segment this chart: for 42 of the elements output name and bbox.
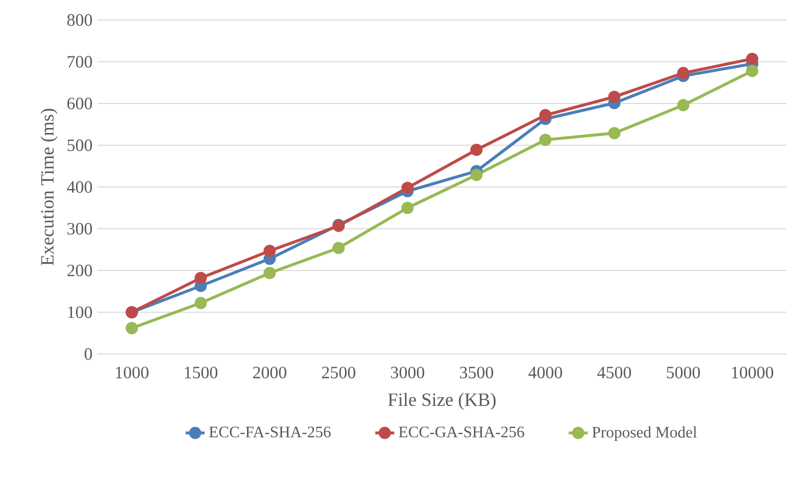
point	[401, 182, 414, 194]
x-tick-label: 2500	[322, 366, 356, 378]
y-axis-title: Execution Time (ms)	[40, 108, 58, 266]
point	[332, 242, 345, 254]
y-tick-label: 400	[66, 181, 92, 193]
point	[608, 90, 620, 103]
x-axis-title: File Size (KB)	[388, 392, 496, 410]
point	[194, 296, 207, 310]
legend-label: ECC-GA-SHA-256	[398, 426, 524, 438]
point	[264, 244, 276, 258]
y-tick-label: 700	[68, 56, 92, 68]
x-tick-label: 10000	[732, 366, 774, 378]
point	[608, 127, 620, 140]
y-tick-label: 200	[67, 264, 92, 276]
point	[264, 266, 276, 280]
point	[126, 322, 138, 334]
point	[677, 66, 690, 80]
y-tick-label: 800	[67, 14, 92, 26]
x-tick-label: 4500	[597, 366, 632, 378]
y-tick-label: 100	[68, 306, 92, 318]
point	[539, 134, 552, 146]
x-tick-label: 2000	[253, 366, 286, 378]
point	[677, 99, 690, 112]
x-tick-label: 3000	[391, 366, 424, 378]
y-tick-label: 300	[67, 222, 92, 235]
x-tick-label: 4000	[528, 366, 562, 378]
point	[194, 272, 207, 284]
point	[401, 202, 414, 214]
point	[539, 109, 552, 122]
y-tick-label: 600	[67, 98, 92, 110]
x-tick-label: 5000	[666, 366, 700, 378]
point	[470, 168, 483, 182]
point	[746, 64, 758, 78]
point	[746, 52, 758, 65]
x-tick-label: 1000	[116, 366, 148, 378]
legend-label: ECC-FA-SHA-256	[209, 426, 331, 438]
x-tick-label: 3500	[460, 366, 494, 378]
y-tick-label: 500	[68, 139, 92, 152]
y-tick-label: 0	[84, 348, 92, 360]
x-tick-label: 1500	[184, 366, 218, 378]
point	[470, 144, 483, 156]
legend-label: Proposed Model	[592, 426, 697, 441]
